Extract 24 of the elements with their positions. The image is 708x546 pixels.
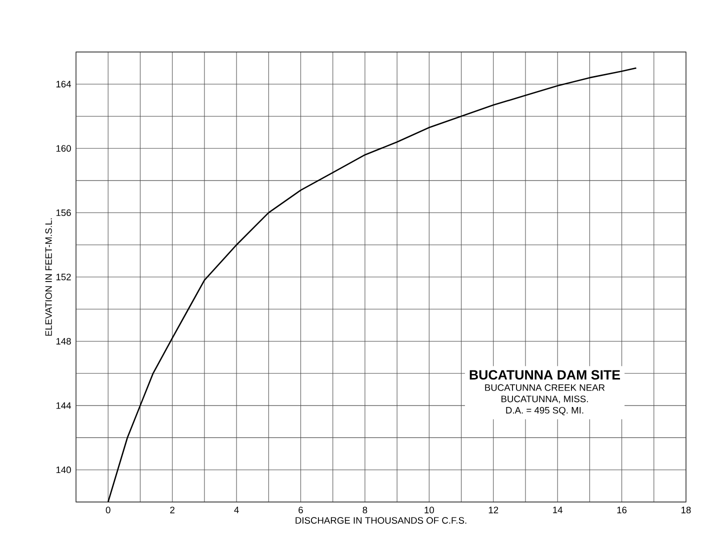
- y-tick-label: 156: [56, 209, 71, 216]
- y-tick-label: 164: [56, 80, 72, 88]
- x-tick-label: 6: [298, 506, 303, 514]
- x-tick-label: 16: [617, 506, 627, 514]
- x-tick-label: 2: [170, 506, 174, 514]
- x-tick-label: 8: [362, 506, 368, 514]
- x-tick-label: 4: [234, 506, 239, 514]
- annotation: BUCATUNNA, MISS.: [502, 396, 588, 404]
- y-tick-label: 148: [56, 338, 71, 345]
- x-axis-title: DISCHARGE IN THOUSANDS OF C.F.S.: [296, 517, 466, 524]
- x-tick-label: 14: [553, 506, 562, 514]
- x-tick-label: 12: [488, 506, 498, 514]
- x-tick-label: 18: [682, 506, 691, 514]
- line-series: [107, 67, 637, 503]
- text: BUCATUNNA DAM SITE: [470, 370, 620, 380]
- y-tick-label: 144: [56, 402, 72, 409]
- x-tick-label: 10: [424, 506, 434, 514]
- annotation: BUCATUNNA CREEK NEAR: [485, 384, 605, 391]
- annotation: D.A. = 495 SQ. MI.: [506, 406, 584, 416]
- y-tick-label: 152: [56, 274, 71, 280]
- y-axis-title: ELEVATION IN FEET-M.S.L.: [45, 218, 52, 336]
- x-tick-label: 0: [106, 506, 110, 514]
- y-tick-label: 160: [56, 145, 71, 152]
- y-tick-label: 140: [56, 466, 71, 474]
